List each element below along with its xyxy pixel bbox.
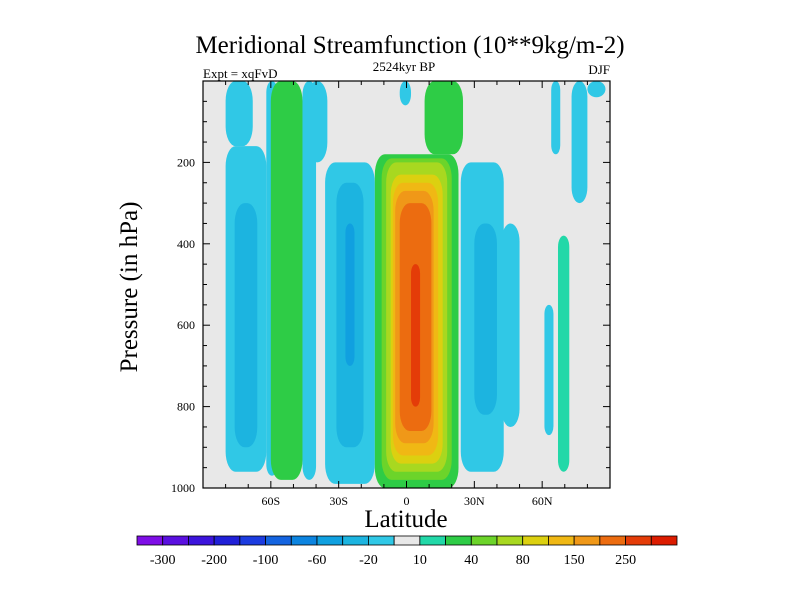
y-tick-label: 1000 bbox=[171, 481, 195, 495]
contour-region bbox=[302, 81, 317, 480]
x-tick-label: 60N bbox=[532, 494, 553, 508]
colorbar-swatch bbox=[265, 535, 292, 546]
colorbar: -300 -200 -100 -60 -20 10 40 80 150 250 bbox=[136, 535, 678, 568]
colorbar-swatch bbox=[368, 535, 395, 546]
colorbar-swatch bbox=[625, 535, 652, 546]
contour-region bbox=[587, 81, 606, 98]
colorbar-label: -60 bbox=[308, 553, 327, 568]
colorbar-label: 80 bbox=[516, 553, 530, 568]
period-label: 2524kyr BP bbox=[373, 59, 435, 74]
contour-region bbox=[571, 81, 588, 204]
colorbar-swatch bbox=[290, 535, 318, 546]
y-tick-label: 400 bbox=[177, 237, 195, 251]
colorbar-swatch bbox=[342, 535, 369, 546]
colorbar-swatch bbox=[316, 535, 344, 546]
colorbar-swatch bbox=[213, 535, 241, 546]
x-tick-label: 0 bbox=[404, 494, 410, 508]
colorbar-swatch bbox=[548, 535, 575, 546]
contour-region bbox=[557, 235, 570, 472]
experiment-label: Expt = xqFvD bbox=[203, 66, 278, 81]
contour-region bbox=[225, 81, 253, 147]
colorbar-swatch bbox=[470, 535, 498, 546]
colorbar-swatch bbox=[522, 535, 549, 546]
colorbar-label: -20 bbox=[359, 553, 378, 568]
contour-region bbox=[345, 223, 355, 366]
contour-region bbox=[234, 203, 258, 448]
colorbar-swatch bbox=[136, 535, 164, 546]
contour-region bbox=[399, 81, 412, 106]
y-tick-label: 800 bbox=[177, 400, 195, 414]
season-label: DJF bbox=[588, 62, 610, 77]
colorbar-swatch bbox=[573, 535, 601, 546]
colorbar-label: -200 bbox=[201, 553, 227, 568]
colorbar-label: 40 bbox=[464, 553, 478, 568]
contour-region bbox=[501, 223, 520, 427]
contour-region bbox=[424, 81, 464, 155]
colorbar-swatch bbox=[599, 535, 626, 546]
y-axis: 200 400 600 800 1000 bbox=[171, 100, 610, 495]
contour-region bbox=[544, 304, 554, 436]
contour-region bbox=[411, 264, 421, 407]
colorbar-label: -300 bbox=[150, 553, 176, 568]
plot-area bbox=[202, 80, 611, 489]
y-tick-label: 600 bbox=[177, 318, 195, 332]
x-tick-label: 30N bbox=[464, 494, 485, 508]
colorbar-swatch bbox=[393, 535, 421, 546]
colorbar-swatch bbox=[496, 535, 524, 546]
colorbar-label: 10 bbox=[413, 553, 427, 568]
contour-region bbox=[270, 81, 303, 480]
colorbar-swatch bbox=[239, 535, 266, 546]
colorbar-label: 250 bbox=[615, 553, 636, 568]
x-axis-label: Latitude bbox=[364, 506, 447, 533]
colorbar-swatch bbox=[188, 535, 215, 546]
chart-title: Meridional Streamfunction (10**9kg/m-2) bbox=[195, 32, 624, 59]
colorbar-swatch bbox=[650, 535, 678, 546]
x-tick-label: 60S bbox=[261, 494, 280, 508]
y-tick-label: 200 bbox=[177, 155, 195, 169]
colorbar-swatch bbox=[162, 535, 189, 546]
colorbar-swatch bbox=[445, 535, 472, 546]
colorbar-label: -100 bbox=[253, 553, 279, 568]
y-axis-label: Pressure (in hPa) bbox=[116, 202, 143, 373]
x-axis: 60S 30S 0 30N 60N bbox=[225, 81, 588, 508]
contour-region bbox=[307, 81, 328, 163]
contour-region bbox=[551, 81, 561, 155]
contour-region bbox=[474, 223, 497, 415]
colorbar-swatch bbox=[419, 535, 446, 546]
x-tick-label: 30S bbox=[329, 494, 348, 508]
colorbar-label: 150 bbox=[564, 553, 585, 568]
